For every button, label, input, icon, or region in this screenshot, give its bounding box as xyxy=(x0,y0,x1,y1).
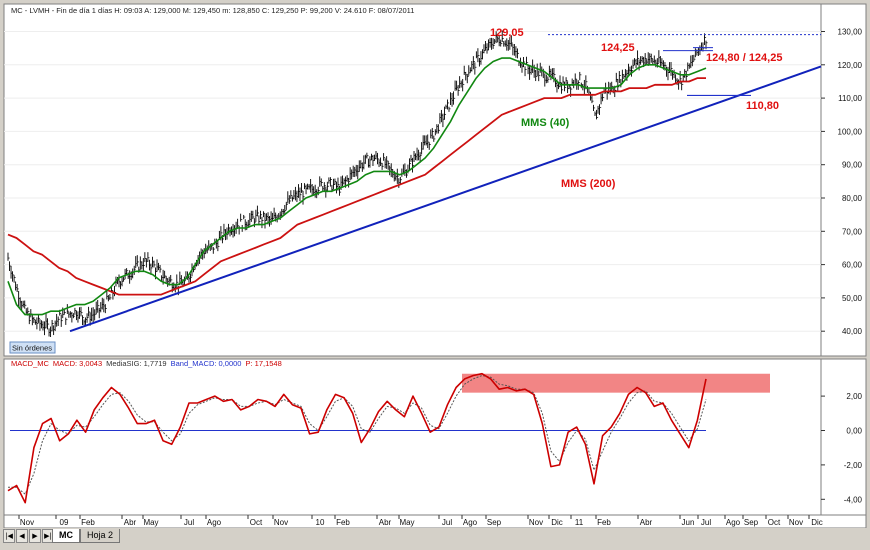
date-tick-label: Jul xyxy=(442,518,452,527)
price-tick-label: 60,00 xyxy=(842,261,863,270)
date-tick-label: Ago xyxy=(726,518,741,527)
macd-axis-area xyxy=(820,358,867,516)
macd-header-part: P: 17,1548 xyxy=(245,359,281,368)
price-tick-label: 70,00 xyxy=(842,227,863,236)
date-tick-label: Oct xyxy=(250,518,263,527)
label-124-25: 124,25 xyxy=(601,42,635,54)
date-tick-label: Ago xyxy=(207,518,222,527)
price-tick-label: 110,00 xyxy=(838,94,862,103)
price-axis-area xyxy=(820,3,867,357)
date-tick-label: Nov xyxy=(529,518,543,527)
date-tick-label: Nov xyxy=(274,518,288,527)
macd-panel-header: MACD_MC MACD: 3,0043 MediaSIG: 1,7719 Band_… xyxy=(11,359,282,368)
price-tick-label: 120,00 xyxy=(838,61,863,70)
label-110-80: 110,80 xyxy=(746,100,779,112)
date-tick-label: Abr xyxy=(640,518,653,527)
price-bars xyxy=(7,30,708,337)
status-label: Sin órdenes xyxy=(12,344,52,353)
label-mms-40: MMS (40) xyxy=(521,117,570,129)
macd-header-part: MediaSIG: 1,7719 xyxy=(106,359,166,368)
date-tick-label: Feb xyxy=(597,518,611,527)
date-tick-label: May xyxy=(143,518,158,527)
date-tick-label: Oct xyxy=(768,518,781,527)
macd-tick-label: -2,00 xyxy=(844,461,863,470)
price-tick-label: 50,00 xyxy=(842,294,863,303)
price-tick-label: 80,00 xyxy=(842,194,863,203)
date-tick-label: 10 xyxy=(316,518,325,527)
sheet-nav: |◀ ◀ ▶ ▶| xyxy=(3,529,54,543)
tab-bar xyxy=(0,528,870,545)
macd-header-part: MACD: 3,0043 xyxy=(53,359,102,368)
macd-tick-label: -4,00 xyxy=(844,495,863,504)
date-tick-label: Feb xyxy=(81,518,95,527)
price-tick-label: 40,00 xyxy=(842,327,863,336)
date-tick-label: Jul xyxy=(701,518,711,527)
label-mms-200: MMS (200) xyxy=(561,178,616,190)
date-tick-label: Sep xyxy=(744,518,759,527)
sheet-nav-button[interactable]: ▶ xyxy=(29,529,41,543)
sheet-nav-button[interactable]: ◀ xyxy=(16,529,28,543)
sheet-tab[interactable]: MC xyxy=(52,529,80,543)
macd-line xyxy=(7,372,707,504)
price-panel-header: MC - LVMH - Fin de día 1 días H: 09:03 A… xyxy=(11,6,414,15)
date-tick-label: 09 xyxy=(60,518,69,527)
sheet-tab[interactable]: Hoja 2 xyxy=(80,529,121,543)
macd-highlight-band xyxy=(462,373,770,393)
mms-200-line xyxy=(7,77,706,296)
date-tick-label: Dic xyxy=(811,518,823,527)
label-124-80-124-25: 124,80 / 124,25 xyxy=(706,52,782,64)
price-tick-label: 130,00 xyxy=(838,28,863,37)
status-box xyxy=(9,341,56,354)
date-tick-label: Abr xyxy=(124,518,137,527)
macd-tick-label: 2,00 xyxy=(846,392,862,401)
sheet-nav-button[interactable]: ▶| xyxy=(42,529,54,543)
price-tick-label: 100,00 xyxy=(838,127,863,136)
mms-40-line xyxy=(7,57,707,316)
macd-header-part: Band_MACD: 0,0000 xyxy=(171,359,242,368)
sheet-nav-button[interactable]: |◀ xyxy=(3,529,15,543)
price-tick-label: 90,00 xyxy=(842,161,863,170)
support-trendline xyxy=(69,65,822,333)
date-tick-label: Jul xyxy=(184,518,194,527)
date-tick-label: Nov xyxy=(789,518,803,527)
label-129-05: 129,05 xyxy=(490,27,524,39)
date-tick-label: Abr xyxy=(379,518,392,527)
date-tick-label: Ago xyxy=(463,518,478,527)
date-tick-label: May xyxy=(399,518,414,527)
sheet-tabs: MC Hoja 2 xyxy=(52,529,121,543)
macd-tick-label: 0,00 xyxy=(846,427,862,436)
date-tick-label: Nov xyxy=(20,518,34,527)
date-tick-label: Dic xyxy=(551,518,563,527)
date-tick-label: Feb xyxy=(336,518,350,527)
macd-signal-line xyxy=(8,375,707,495)
macd-header-part: MACD_MC xyxy=(11,359,50,368)
date-tick-label: 11 xyxy=(575,518,584,527)
date-tick-label: Jun xyxy=(682,518,695,527)
date-tick-label: Sep xyxy=(487,518,502,527)
